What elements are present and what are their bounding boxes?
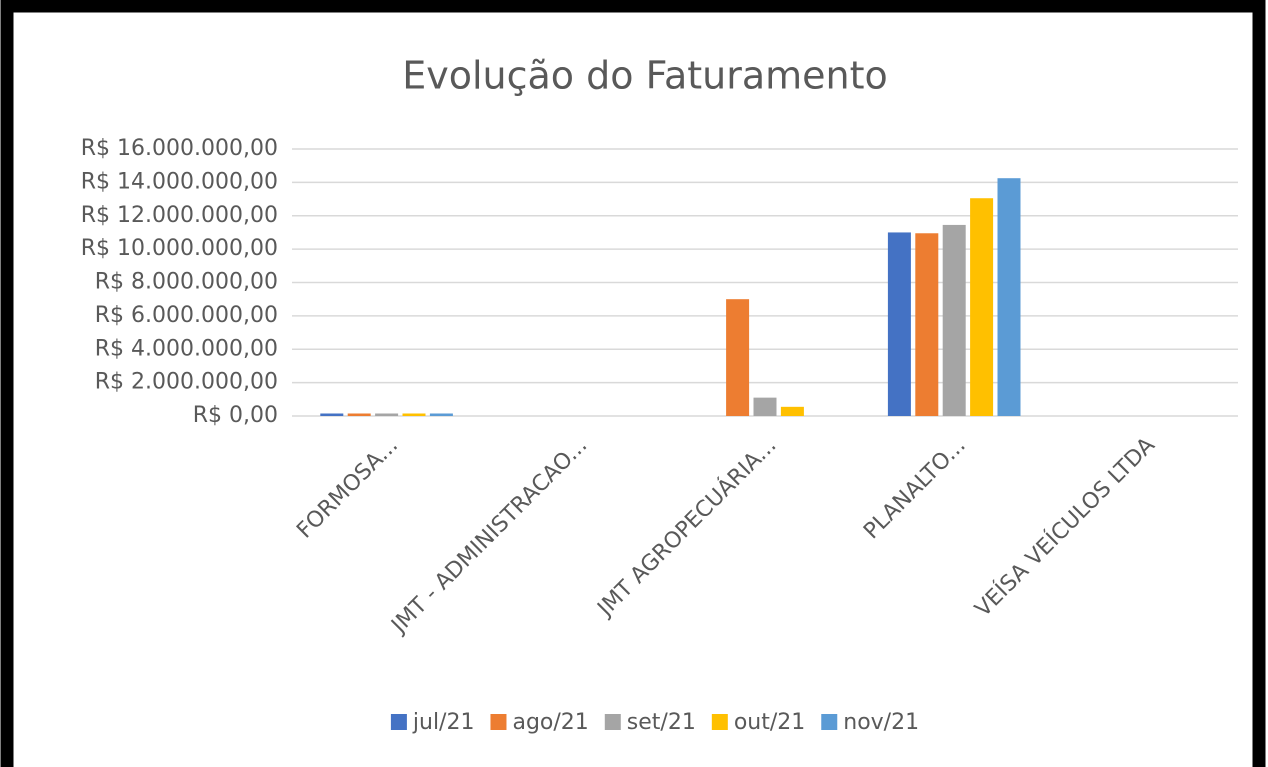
legend-swatch <box>490 714 507 730</box>
bar <box>970 198 994 416</box>
legend-label: ago/21 <box>512 710 588 735</box>
bar <box>887 232 911 416</box>
y-tick-label: R$ 14.000.000,00 <box>81 169 278 194</box>
legend-swatch <box>390 714 407 730</box>
bar <box>753 397 777 416</box>
bar <box>997 178 1021 416</box>
y-tick-label: R$ 6.000.000,00 <box>95 303 278 328</box>
y-tick-label: R$ 8.000.000,00 <box>95 270 278 295</box>
legend-label: jul/21 <box>412 710 475 735</box>
legend-label: nov/21 <box>843 710 919 735</box>
y-tick-label: R$ 12.000.000,00 <box>81 203 278 228</box>
bar <box>942 224 966 416</box>
bar <box>429 413 453 416</box>
y-tick-label: R$ 2.000.000,00 <box>95 370 278 395</box>
bar <box>375 413 399 416</box>
bar <box>726 299 750 416</box>
legend-swatch <box>604 714 621 730</box>
legend-label: set/21 <box>627 710 696 735</box>
bar <box>402 413 426 416</box>
bar <box>347 413 371 416</box>
bar <box>780 406 804 416</box>
bar <box>915 233 939 416</box>
chart-title: Evolução do Faturamento <box>402 54 888 98</box>
y-tick-label: R$ 16.000.000,00 <box>81 136 278 161</box>
legend-label: out/21 <box>734 710 805 735</box>
legend-swatch <box>711 714 728 730</box>
y-tick-label: R$ 0,00 <box>193 403 278 428</box>
y-tick-label: R$ 4.000.000,00 <box>95 336 278 361</box>
legend-swatch <box>821 714 838 730</box>
bar <box>320 413 344 416</box>
y-tick-label: R$ 10.000.000,00 <box>81 236 278 261</box>
